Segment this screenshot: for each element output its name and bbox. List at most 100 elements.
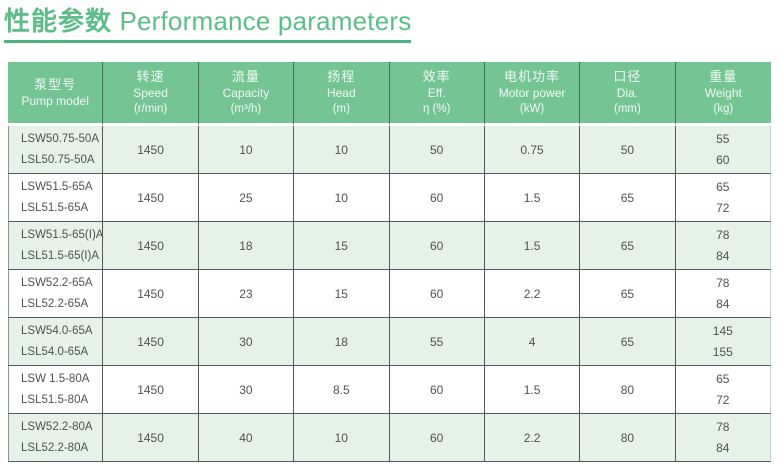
pump-model-lsw: LSW51.5-65(I)A	[21, 228, 104, 241]
cell-pump-model: LSW 1.5-80A LSL51.5-80A	[8, 366, 104, 414]
cell-weight: 65 72	[675, 174, 771, 222]
header-en: Capacity	[222, 86, 270, 100]
cell-speed: 1450	[103, 222, 199, 270]
cell-motor-power: 1.5	[484, 366, 581, 414]
cell-speed: 1450	[103, 318, 199, 366]
cell-capacity: 30	[198, 318, 295, 366]
weight-bottom: 84	[716, 248, 730, 263]
cell-head: 15	[294, 270, 390, 318]
cell-efficiency: 60	[389, 366, 485, 414]
cell-capacity: 18	[198, 222, 295, 270]
col-header-weight: 重量 Weight (kg)	[675, 62, 771, 126]
pump-model-lsl: LSL51.5-80A	[21, 393, 89, 406]
cell-motor-power: 1.5	[484, 222, 581, 270]
pump-model-lsw: LSW52.2-80A	[21, 420, 93, 433]
cell-diameter: 80	[580, 366, 676, 414]
cell-motor-power: 2.2	[484, 414, 581, 462]
pump-model-lsl: LSL52.2-65A	[21, 297, 89, 310]
pump-model-lsl: LSL51.5-65A	[21, 201, 89, 214]
pump-model-lsw: LSW50.75-50A	[21, 132, 99, 145]
weight-bottom: 84	[716, 440, 730, 455]
header-unit: (m)	[332, 103, 350, 115]
cell-speed: 1450	[103, 126, 199, 174]
cell-diameter: 65	[580, 174, 676, 222]
pump-model-lsw: LSW51.5-65A	[21, 180, 93, 193]
cell-capacity: 10	[198, 126, 295, 174]
cell-motor-power: 0.75	[484, 126, 581, 174]
weight-bottom: 60	[716, 152, 730, 167]
cell-efficiency: 60	[389, 222, 485, 270]
weight-bottom: 155	[712, 344, 733, 359]
pump-model-lsl: LSL52.2-80A	[21, 441, 89, 454]
header-unit: (m³/h)	[230, 103, 262, 115]
cell-efficiency: 60	[389, 174, 485, 222]
cell-pump-model: LSW51.5-65A LSL51.5-65A	[8, 174, 104, 222]
header-zh: 转速	[136, 69, 165, 84]
page-title: 性能参数 Performance parameters	[4, 5, 412, 43]
cell-diameter: 50	[580, 126, 676, 174]
cell-capacity: 23	[198, 270, 295, 318]
header-unit: (kW)	[519, 103, 545, 115]
cell-diameter: 80	[580, 414, 676, 462]
pump-model-lsw: LSW54.0-65A	[21, 324, 93, 337]
cell-head: 18	[294, 318, 390, 366]
cell-pump-model: LSW52.2-65A LSL52.2-65A	[8, 270, 104, 318]
table-row: LSW 1.5-80A LSL51.5-80A 1450 30 8.5 60 1…	[8, 366, 771, 414]
cell-speed: 1450	[103, 174, 199, 222]
header-en: Pump model	[21, 94, 89, 108]
cell-efficiency: 55	[389, 318, 485, 366]
col-header-speed: 转速 Speed (r/min)	[103, 62, 199, 126]
cell-motor-power: 1.5	[484, 174, 581, 222]
weight-top: 65	[716, 371, 730, 386]
pump-model-lsw: LSW 1.5-80A	[21, 372, 90, 385]
cell-head: 10	[294, 126, 390, 174]
col-header-motor-power: 电机功率 Motor power (kW)	[484, 62, 581, 126]
header-unit: (r/min)	[133, 103, 168, 115]
pump-model-lsl: LSL51.5-65(I)A	[21, 249, 99, 262]
cell-head: 10	[294, 414, 390, 462]
cell-pump-model: LSW50.75-50A LSL50.75-50A	[8, 126, 104, 174]
table-header: 泵型号 Pump model 转速 Speed (r/min) 流量 Capac…	[8, 62, 771, 126]
weight-top: 78	[716, 275, 730, 290]
weight-bottom: 84	[716, 296, 730, 311]
weight-top: 78	[716, 227, 730, 242]
table-row: LSW51.5-65A LSL51.5-65A 1450 25 10 60 1.…	[8, 174, 771, 222]
col-header-diameter: 口径 Dia. (mm)	[580, 62, 676, 126]
cell-weight: 55 60	[675, 126, 771, 174]
header-zh: 泵型号	[34, 77, 77, 92]
cell-head: 15	[294, 222, 390, 270]
col-header-capacity: 流量 Capacity (m³/h)	[198, 62, 295, 126]
cell-capacity: 40	[198, 414, 295, 462]
header-row: 泵型号 Pump model 转速 Speed (r/min) 流量 Capac…	[8, 62, 771, 126]
page-title-zh: 性能参数	[4, 6, 113, 36]
cell-speed: 1450	[103, 366, 199, 414]
cell-efficiency: 60	[389, 270, 485, 318]
weight-top: 55	[716, 131, 730, 146]
cell-pump-model: LSW54.0-65A LSL54.0-65A	[8, 318, 104, 366]
cell-weight: 78 84	[675, 222, 771, 270]
col-header-head: 扬程 Head (m)	[294, 62, 390, 126]
col-header-efficiency: 效率 Eff. η (%)	[389, 62, 485, 126]
table-row: LSW51.5-65(I)A LSL51.5-65(I)A 1450 18 15…	[8, 222, 771, 270]
cell-diameter: 65	[580, 222, 676, 270]
header-en: Dia.	[616, 86, 639, 100]
header-unit: (mm)	[614, 103, 641, 115]
header-en: Weight	[704, 86, 742, 100]
pump-model-lsl: LSL50.75-50A	[21, 153, 95, 166]
header-zh: 扬程	[327, 69, 356, 84]
cell-weight: 78 84	[675, 414, 771, 462]
cell-diameter: 65	[580, 318, 676, 366]
header-en: Motor power	[498, 86, 566, 100]
performance-table: 泵型号 Pump model 转速 Speed (r/min) 流量 Capac…	[8, 62, 771, 462]
cell-head: 8.5	[294, 366, 390, 414]
cell-motor-power: 2.2	[484, 270, 581, 318]
weight-bottom: 72	[716, 392, 730, 407]
table-body: LSW50.75-50A LSL50.75-50A 1450 10 10 50 …	[8, 126, 771, 462]
header-zh: 流量	[231, 69, 260, 84]
weight-top: 145	[712, 323, 733, 338]
header-zh: 口径	[613, 69, 642, 84]
cell-efficiency: 60	[389, 414, 485, 462]
pump-model-lsl: LSL54.0-65A	[21, 345, 89, 358]
header-zh: 电机功率	[504, 69, 561, 84]
